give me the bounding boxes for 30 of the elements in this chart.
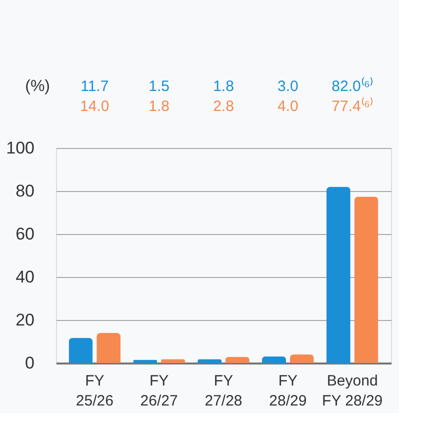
data-label: 4.0 [277,98,298,115]
x-tick-label: Beyond FY 28/29 [322,372,383,410]
y-tick-label: 40 [16,268,34,286]
data-label: 82.0⁽⁶⁾ [332,77,374,95]
bar [68,338,93,363]
bar [290,354,314,363]
y-tick-label: 80 [16,182,34,200]
data-label: 1.8 [213,78,234,95]
bar [225,356,250,363]
data-label: 3.0 [277,78,298,95]
bar [96,332,121,363]
data-label: 1.5 [148,78,170,95]
data-label: 1.8 [148,98,170,115]
y-tick-label: 0 [25,354,34,372]
y-axis-title: (%) [25,78,50,95]
x-tick-label: FY 27/28 [204,372,242,410]
data-label: 11.7 [80,78,109,95]
y-tick-label: 100 [6,138,34,158]
data-label: 2.8 [213,98,234,115]
data-label: 77.4⁽⁶⁾ [332,97,374,115]
x-tick-label: FY 26/27 [140,372,178,410]
x-tick-label: FY 25/26 [76,372,114,410]
bar [326,186,350,363]
y-tick-label: 60 [16,224,34,244]
x-tick-label: FY 28/29 [269,372,307,410]
data-label: 14.0 [80,98,110,115]
bar [133,360,158,363]
y-tick-label: 20 [16,310,34,330]
bar [354,196,378,363]
bar [262,356,286,363]
